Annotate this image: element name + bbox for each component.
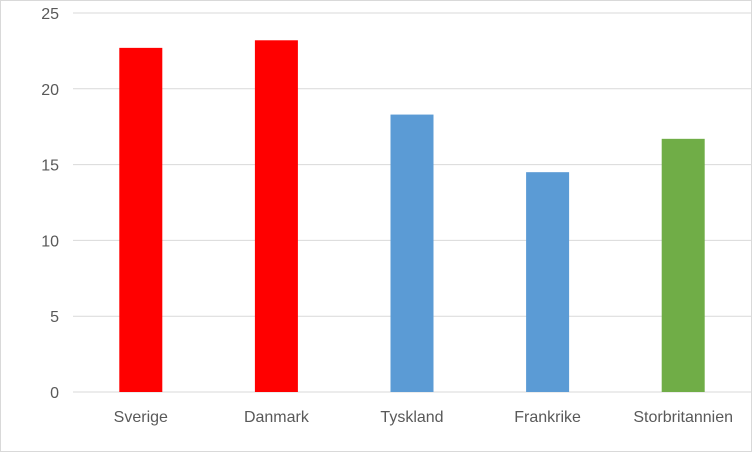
x-tick-label: Frankrike: [514, 409, 581, 426]
x-tick-label: Sverige: [114, 409, 168, 426]
bars: [119, 40, 705, 393]
y-tick-label: 5: [50, 309, 59, 326]
bar-danmark: [254, 40, 298, 393]
x-axis-tick-labels: Sverige Danmark Tyskland Frankrike Storbrita…: [114, 409, 733, 426]
x-tick-label: Tyskland: [380, 409, 443, 426]
y-tick-label: 0: [50, 385, 59, 402]
y-tick-label: 10: [41, 233, 59, 250]
bar-storbritannien: [661, 138, 705, 392]
bar-sverige: [119, 47, 163, 392]
x-tick-label: Danmark: [244, 409, 310, 426]
y-axis-tick-labels: 0 5 10 15 20 25: [41, 6, 59, 402]
y-tick-label: 15: [41, 158, 59, 175]
bar-frankrike: [526, 172, 570, 392]
x-tick-label: Storbritannien: [633, 409, 733, 426]
y-tick-label: 25: [41, 6, 59, 23]
y-tick-label: 20: [41, 82, 59, 99]
bar-tyskland: [390, 114, 434, 393]
